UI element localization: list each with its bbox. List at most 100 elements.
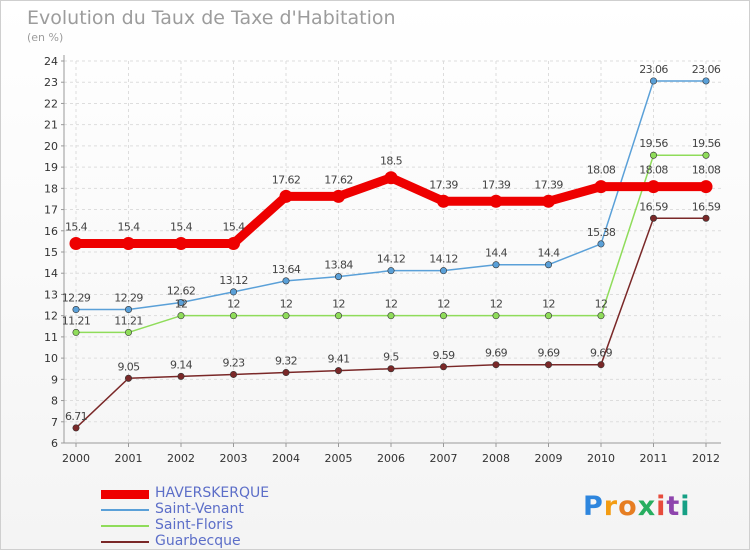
data-label-guarbecque: 9.5 (383, 351, 399, 364)
series-points-layer (69, 77, 713, 432)
data-point-saint-floris (649, 151, 657, 159)
data-label-saint-venant: 15.38 (587, 226, 616, 239)
data-point-saint-venant (177, 299, 185, 307)
data-label-haverskerque: 15.4 (222, 221, 245, 234)
y-tick-label: 23 (44, 76, 58, 89)
y-tick-label: 19 (44, 161, 58, 174)
data-point-guarbecque (177, 372, 185, 380)
data-label-haverskerque: 18.5 (380, 155, 403, 168)
data-point-saint-venant (334, 273, 342, 281)
data-point-guarbecque (439, 363, 447, 371)
data-point-saint-floris (597, 312, 605, 320)
x-tick-label: 2006 (377, 452, 405, 465)
data-label-saint-venant: 14.12 (429, 253, 458, 266)
data-point-haverskerque (122, 237, 135, 251)
data-label-saint-floris: 12 (490, 298, 503, 311)
data-label-haverskerque: 17.62 (272, 173, 301, 186)
data-point-haverskerque (489, 194, 503, 208)
data-label-saint-venant: 13.12 (219, 274, 248, 287)
data-label-saint-floris: 12 (542, 298, 555, 311)
data-label-guarbecque: 9.69 (590, 347, 613, 360)
legend-item: HAVERSKERQUE (101, 485, 361, 502)
x-tick-label: 2000 (62, 452, 90, 465)
data-point-haverskerque (227, 237, 240, 251)
data-point-saint-venant (282, 277, 290, 285)
data-point-saint-venant (72, 306, 80, 314)
x-tick-label: 2005 (325, 452, 353, 465)
legend-item: Saint-Venant (101, 501, 361, 518)
data-point-saint-venant (439, 267, 447, 275)
data-point-guarbecque (230, 370, 238, 378)
data-label-haverskerque: 18.08 (587, 164, 616, 177)
y-tick-label: 14 (44, 267, 58, 280)
proxiti-logo: Proxiti (583, 491, 691, 522)
data-label-saint-floris: 12 (332, 298, 345, 311)
legend-swatch (101, 525, 149, 527)
y-tick-label: 17 (44, 204, 58, 217)
data-point-haverskerque (279, 189, 293, 203)
data-label-saint-venant: 13.64 (272, 263, 301, 276)
legend-item: Guarbecque (101, 533, 361, 550)
data-label-guarbecque: 9.69 (485, 347, 508, 360)
data-point-haverskerque (542, 194, 555, 208)
data-label-guarbecque: 16.59 (639, 200, 668, 213)
data-label-saint-floris: 12 (595, 298, 608, 311)
x-tick-label: 2011 (640, 452, 668, 465)
y-tick-label: 15 (44, 246, 58, 259)
data-label-saint-venant: 12.62 (167, 285, 196, 298)
y-tick-label: 24 (44, 55, 58, 68)
data-label-saint-floris: 12 (280, 298, 293, 311)
x-tick-label: 2004 (272, 452, 300, 465)
data-label-haverskerque: 15.4 (65, 221, 88, 234)
x-tick-label: 2001 (115, 452, 143, 465)
legend-label: HAVERSKERQUE (155, 485, 270, 501)
data-label-saint-floris: 11.21 (114, 314, 143, 327)
data-label-haverskerque: 17.39 (429, 178, 458, 191)
y-tick-label: 13 (44, 288, 58, 301)
data-point-saint-venant (544, 261, 552, 269)
data-label-haverskerque: 17.39 (534, 178, 563, 191)
data-label-guarbecque: 6.71 (65, 410, 87, 423)
data-point-guarbecque (649, 214, 657, 222)
x-tick-label: 2007 (430, 452, 458, 465)
x-tick-label: 2008 (482, 452, 510, 465)
data-label-guarbecque: 16.59 (692, 200, 721, 213)
data-point-saint-floris (334, 312, 342, 320)
data-point-guarbecque (492, 361, 500, 369)
data-point-saint-venant (597, 240, 605, 248)
legend-item: Saint-Floris (101, 517, 361, 534)
data-point-saint-floris (230, 312, 238, 320)
data-point-guarbecque (702, 214, 710, 222)
data-label-saint-venant: 23.06 (692, 63, 721, 76)
data-label-guarbecque: 9.05 (117, 360, 140, 373)
line-chart: 6 7 8 9 10 11 12 13 14 15 16 17 18 19 20 21 22 23 24 2000 20… (44, 55, 722, 465)
data-point-saint-venant (230, 288, 238, 296)
data-label-guarbecque: 9.23 (222, 356, 245, 369)
y-tick-label: 11 (44, 331, 58, 344)
data-label-saint-floris: 19.56 (639, 137, 668, 150)
y-tick-label: 7 (51, 416, 58, 429)
x-tick-label: 2009 (535, 452, 563, 465)
data-point-haverskerque (594, 180, 608, 194)
y-tick-label: 6 (51, 437, 58, 450)
chart-unit-label: (en %) (27, 31, 64, 44)
data-point-guarbecque (334, 367, 342, 375)
data-point-guarbecque (387, 365, 395, 373)
data-point-guarbecque (282, 369, 290, 377)
data-label-guarbecque: 9.59 (432, 349, 455, 362)
data-point-guarbecque (72, 424, 80, 432)
legend-swatch (101, 509, 149, 511)
y-tick-label: 8 (51, 395, 58, 408)
data-label-saint-floris: 12 (437, 298, 450, 311)
data-label-saint-floris: 11.21 (62, 314, 91, 327)
data-label-saint-venant: 14.4 (485, 247, 508, 260)
data-point-saint-floris (702, 151, 710, 159)
data-point-saint-floris (125, 328, 133, 336)
y-tick-label: 16 (44, 225, 58, 238)
data-labels-layer: 6.71 9.05 9.14 9.23 9.32 9.41 9.5 9.59 9.69 9.69 9… (62, 63, 722, 423)
data-label-saint-venant: 12.29 (62, 292, 91, 305)
legend-label: Saint-Venant (155, 501, 244, 517)
logo-letter: r (603, 491, 619, 522)
data-label-saint-floris: 12 (175, 298, 188, 311)
x-tick-label: 2003 (220, 452, 248, 465)
